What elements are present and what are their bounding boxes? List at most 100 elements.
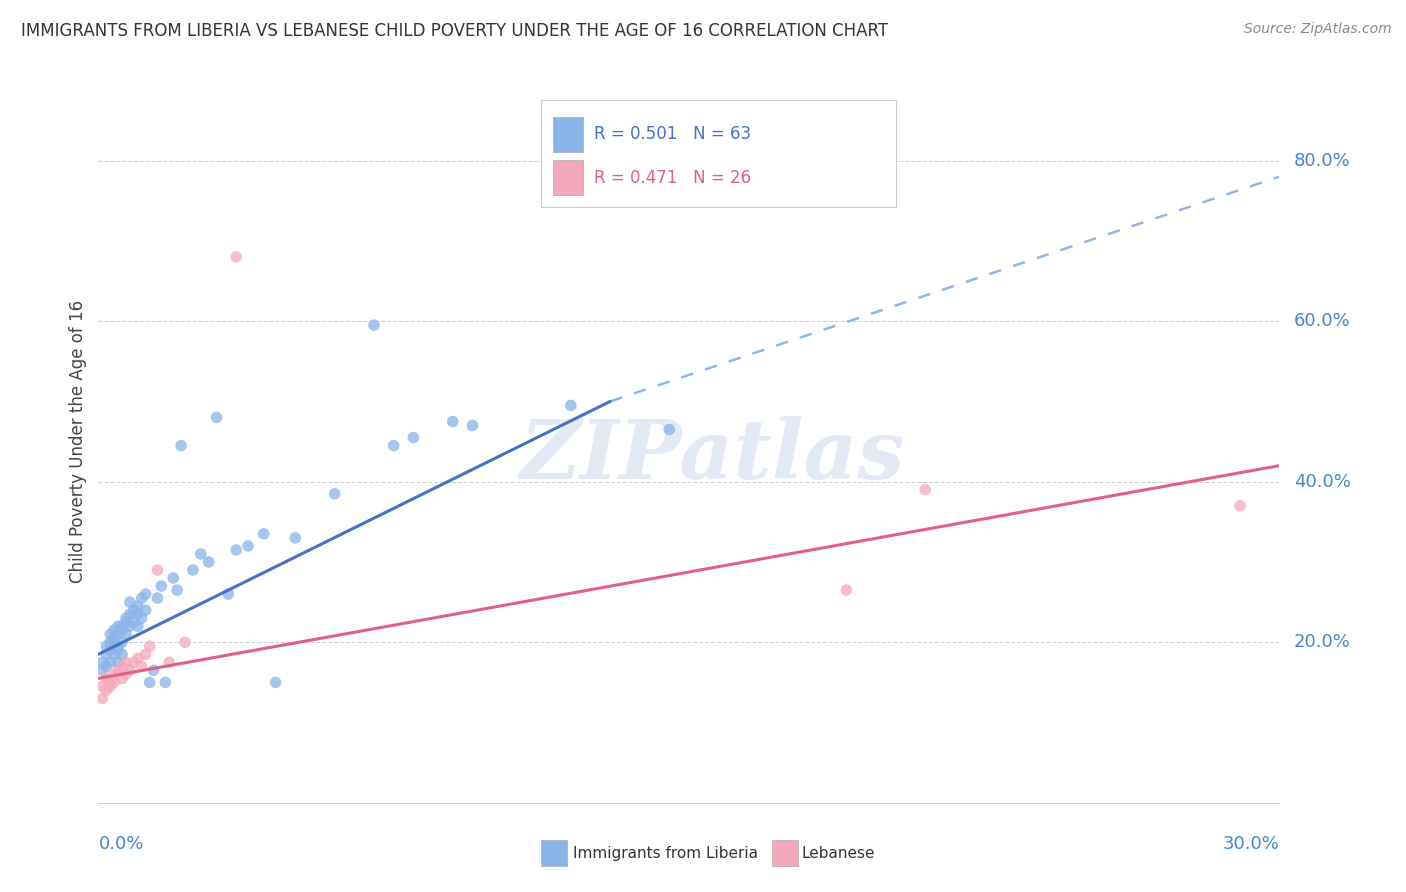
FancyBboxPatch shape [553,117,582,152]
Point [217,587,239,601]
Point [118,607,141,621]
Text: 40.0%: 40.0% [1294,473,1351,491]
Point [461,418,484,433]
Text: 30.0%: 30.0% [1223,835,1279,854]
Point [96,648,118,662]
Point [162,571,184,585]
Point [131,611,153,625]
Point [111,623,134,637]
Point [91,655,114,669]
Point [115,611,138,625]
Point [155,675,177,690]
Point [98,643,121,657]
Point [96,671,118,685]
FancyBboxPatch shape [541,840,567,866]
Point [96,659,118,673]
Point [111,635,134,649]
Point [138,675,160,690]
Point [98,655,121,669]
FancyBboxPatch shape [541,100,896,207]
Point [264,675,287,690]
Point [174,635,197,649]
Point [96,639,118,653]
Point [122,615,145,630]
Point [127,607,149,621]
Point [181,563,204,577]
Point [103,623,125,637]
Text: Lebanese: Lebanese [801,846,875,861]
Point [107,655,129,669]
Point [115,627,138,641]
Point [115,615,138,630]
Point [118,619,141,633]
Point [135,587,157,601]
Point [146,563,169,577]
Point [914,483,936,497]
Point [103,675,125,690]
Point [111,619,134,633]
Point [98,680,121,694]
Point [131,591,153,605]
Point [382,438,405,452]
Point [658,422,681,436]
FancyBboxPatch shape [772,840,797,866]
Text: ZIPatlas: ZIPatlas [520,416,905,496]
Point [107,619,129,633]
Point [146,591,169,605]
Text: R = 0.501   N = 63: R = 0.501 N = 63 [595,126,752,144]
Point [441,414,464,428]
Text: Source: ZipAtlas.com: Source: ZipAtlas.com [1244,22,1392,37]
Point [402,430,425,444]
Point [363,318,385,332]
Point [107,643,129,657]
Point [98,635,121,649]
Point [127,651,149,665]
Point [103,648,125,662]
Point [323,486,346,500]
Point [1229,499,1251,513]
Point [98,627,121,641]
Point [115,667,138,681]
Point [131,659,153,673]
Point [91,680,114,694]
Point [96,683,118,698]
Text: 80.0%: 80.0% [1294,152,1350,169]
Text: Immigrants from Liberia: Immigrants from Liberia [574,846,758,861]
Point [135,648,157,662]
Point [98,675,121,690]
Point [111,671,134,685]
Point [115,655,138,669]
Point [142,664,165,678]
Text: 60.0%: 60.0% [1294,312,1350,330]
Text: R = 0.471   N = 26: R = 0.471 N = 26 [595,169,752,186]
Point [127,599,149,614]
Point [225,542,247,557]
Point [284,531,307,545]
Point [138,639,160,653]
Y-axis label: Child Poverty Under the Age of 16: Child Poverty Under the Age of 16 [69,300,87,583]
Point [135,603,157,617]
Point [170,438,193,452]
Point [150,579,173,593]
Point [107,639,129,653]
Text: 20.0%: 20.0% [1294,633,1351,651]
Point [91,664,114,678]
Text: IMMIGRANTS FROM LIBERIA VS LEBANESE CHILD POVERTY UNDER THE AGE OF 16 CORRELATIO: IMMIGRANTS FROM LIBERIA VS LEBANESE CHIL… [21,22,889,40]
Point [111,648,134,662]
Point [253,526,276,541]
Point [127,619,149,633]
Point [118,664,141,678]
Point [107,664,129,678]
Point [166,583,188,598]
Text: 0.0%: 0.0% [98,835,143,854]
Point [103,667,125,681]
Point [157,655,180,669]
Point [225,250,247,264]
Point [236,539,259,553]
Point [107,627,129,641]
Point [111,659,134,673]
Point [197,555,219,569]
FancyBboxPatch shape [553,161,582,195]
Point [118,595,141,609]
Point [122,655,145,669]
